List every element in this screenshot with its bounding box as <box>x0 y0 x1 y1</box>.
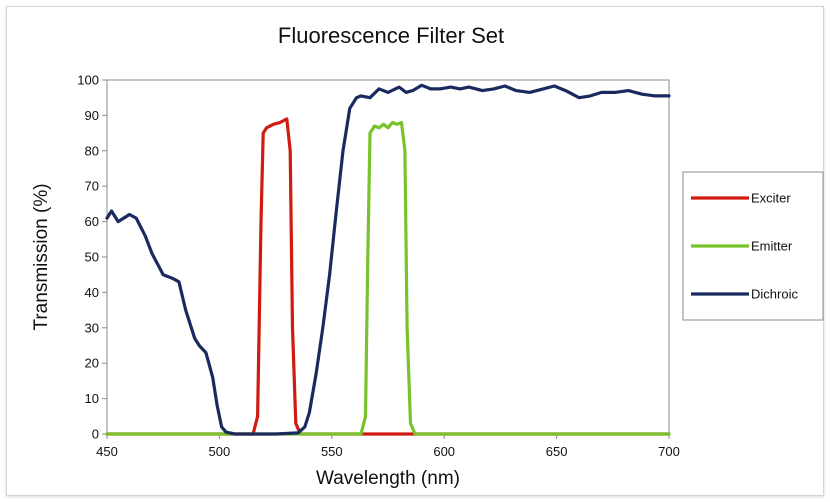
series-line-exciter <box>105 117 671 436</box>
y-tick-label: 60 <box>85 214 99 229</box>
y-tick-label: 100 <box>77 73 99 88</box>
series-lines <box>105 83 671 436</box>
x-axis-ticks: 450 500 550 600 650 700 <box>96 434 680 459</box>
legend-items: Exciter Emitter Dichroic <box>691 191 798 302</box>
series-line-emitter <box>105 120 671 436</box>
y-tick-label: 30 <box>85 320 99 335</box>
x-axis-label: Wavelength (nm) <box>316 468 460 489</box>
y-tick-label: 40 <box>85 285 99 300</box>
x-tick-label: 500 <box>209 444 231 459</box>
x-tick-label: 550 <box>321 444 343 459</box>
series-line-dichroic <box>105 83 671 436</box>
y-axis-label: Transmission (%) <box>31 183 52 330</box>
legend-label-emitter: Emitter <box>751 239 793 254</box>
legend: Exciter Emitter Dichroic <box>682 171 824 321</box>
x-tick-label: 600 <box>433 444 455 459</box>
y-tick-label: 50 <box>85 250 99 265</box>
y-tick-label: 10 <box>85 391 99 406</box>
y-axis-ticks: 0 10 20 30 40 50 60 70 80 90 100 <box>77 73 107 442</box>
legend-label-exciter: Exciter <box>751 191 791 206</box>
chart-title: Fluorescence Filter Set <box>278 23 504 48</box>
y-tick-label: 80 <box>85 143 99 158</box>
y-tick-label: 90 <box>85 108 99 123</box>
y-tick-label: 20 <box>85 356 99 371</box>
y-tick-label: 70 <box>85 179 99 194</box>
x-tick-label: 650 <box>546 444 568 459</box>
plot-area <box>106 79 670 435</box>
legend-label-dichroic: Dichroic <box>751 287 798 302</box>
x-tick-label: 700 <box>658 444 680 459</box>
x-tick-label: 450 <box>96 444 118 459</box>
y-tick-label: 0 <box>92 427 99 442</box>
